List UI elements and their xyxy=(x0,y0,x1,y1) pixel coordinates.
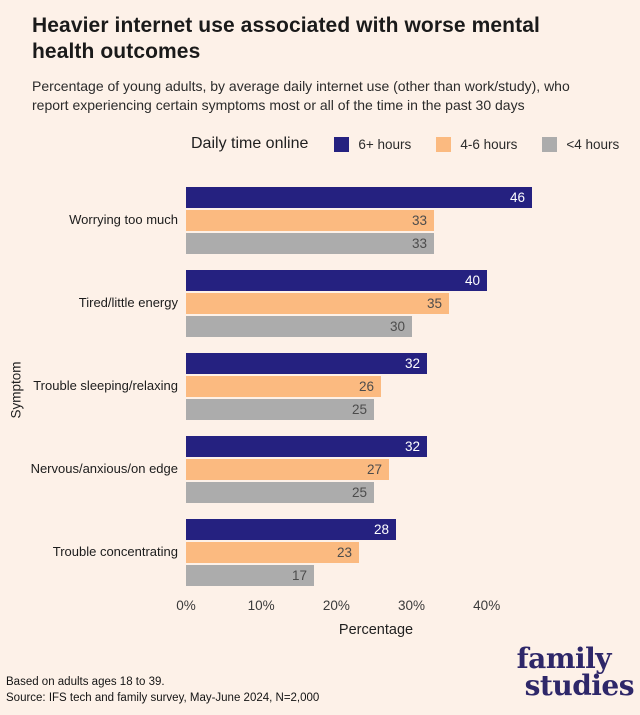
x-tick-label: 30% xyxy=(398,598,426,613)
bar: 46 xyxy=(186,187,532,208)
chart-subtitle: Percentage of young adults, by average d… xyxy=(32,78,570,114)
bar-value-label: 32 xyxy=(404,356,420,371)
chart-title: Heavier internet use associated with wor… xyxy=(32,14,540,63)
legend-swatch xyxy=(542,136,558,152)
bar-group: 28 23 17 xyxy=(186,519,622,586)
category-label: Tired/little energy xyxy=(78,295,178,311)
x-axis-title: Percentage xyxy=(338,622,414,638)
legend-item: 6+ hours xyxy=(334,136,412,152)
chart-row: Worrying too much 46 33 33 xyxy=(27,187,622,254)
chart-row: Trouble sleeping/relaxing 32 26 25 xyxy=(27,353,622,420)
bar-value-label: 27 xyxy=(366,462,382,477)
base-note: Based on adults ages 18 to 39. xyxy=(6,676,165,688)
chart-row: Nervous/anxious/on edge 32 27 25 xyxy=(27,436,622,503)
y-axis-title: Symptom xyxy=(8,361,24,419)
footnotes: Based on adults ages 18 to 39. Source: I… xyxy=(6,674,319,707)
legend-swatch xyxy=(436,136,452,152)
bar-value-label: 33 xyxy=(411,236,427,251)
category-label: Trouble concentrating xyxy=(52,544,178,560)
bar-value-label: 40 xyxy=(464,273,480,288)
category-label: Nervous/anxious/on edge xyxy=(30,461,178,477)
bar: 30 xyxy=(186,316,412,337)
bar-value-label: 25 xyxy=(351,402,367,417)
bar: 40 xyxy=(186,270,487,291)
category-label: Worrying too much xyxy=(69,212,178,228)
chart-row: Trouble concentrating 28 23 17 xyxy=(27,519,622,586)
legend-item: <4 hours xyxy=(542,136,620,152)
x-tick-label: 10% xyxy=(247,598,275,613)
bar-value-label: 46 xyxy=(509,190,525,205)
legend-swatch xyxy=(334,136,350,152)
logo-line-2: studies xyxy=(524,668,635,702)
bar-value-label: 17 xyxy=(291,568,307,583)
bar-value-label: 25 xyxy=(351,485,367,500)
bar-value-label: 35 xyxy=(426,296,442,311)
source-note: Source: IFS tech and family survey, May-… xyxy=(6,692,320,705)
legend-label: 6+ hours xyxy=(358,136,412,152)
x-axis: 0% 10% 20% 30% 40% xyxy=(176,598,622,614)
bar-value-label: 30 xyxy=(389,319,405,334)
bar-value-label: 28 xyxy=(373,522,389,537)
bar: 32 xyxy=(186,353,427,374)
bar-group: 40 35 30 xyxy=(186,270,622,337)
bar-value-label: 23 xyxy=(336,545,352,560)
bar: 26 xyxy=(186,376,381,397)
x-tick-label: 20% xyxy=(322,598,350,613)
bar: 23 xyxy=(186,542,359,563)
bar: 25 xyxy=(186,399,374,420)
bar: 28 xyxy=(186,519,396,540)
legend: Daily time online 6+ hours 4-6 hours <4 ho… xyxy=(191,133,619,155)
x-tick-label: 0% xyxy=(176,598,196,613)
bar: 33 xyxy=(186,233,434,254)
category-label: Trouble sleeping/relaxing xyxy=(33,378,178,394)
brand-logo: family studies xyxy=(516,642,635,702)
bar-value-label: 26 xyxy=(358,379,374,394)
legend-title: Daily time online xyxy=(191,135,309,152)
bar: 33 xyxy=(186,210,434,231)
logo-line-1: family xyxy=(516,642,612,675)
legend-item: 4-6 hours xyxy=(436,136,518,152)
bar: 32 xyxy=(186,436,427,457)
bar-group: 32 27 25 xyxy=(186,436,622,503)
bar-value-label: 32 xyxy=(404,439,420,454)
bar: 25 xyxy=(186,482,374,503)
x-tick-label: 40% xyxy=(473,598,501,613)
plot-area: Worrying too much 46 33 33 Tired/little ener… xyxy=(27,187,622,602)
legend-label: <4 hours xyxy=(566,136,620,152)
bar-group: 32 26 25 xyxy=(186,353,622,420)
chart-row: Tired/little energy 40 35 30 xyxy=(27,270,622,337)
legend-label: 4-6 hours xyxy=(460,136,518,152)
bar-group: 46 33 33 xyxy=(186,187,622,254)
bar: 17 xyxy=(186,565,314,586)
bar: 35 xyxy=(186,293,449,314)
bar: 27 xyxy=(186,459,389,480)
bar-value-label: 33 xyxy=(411,213,427,228)
